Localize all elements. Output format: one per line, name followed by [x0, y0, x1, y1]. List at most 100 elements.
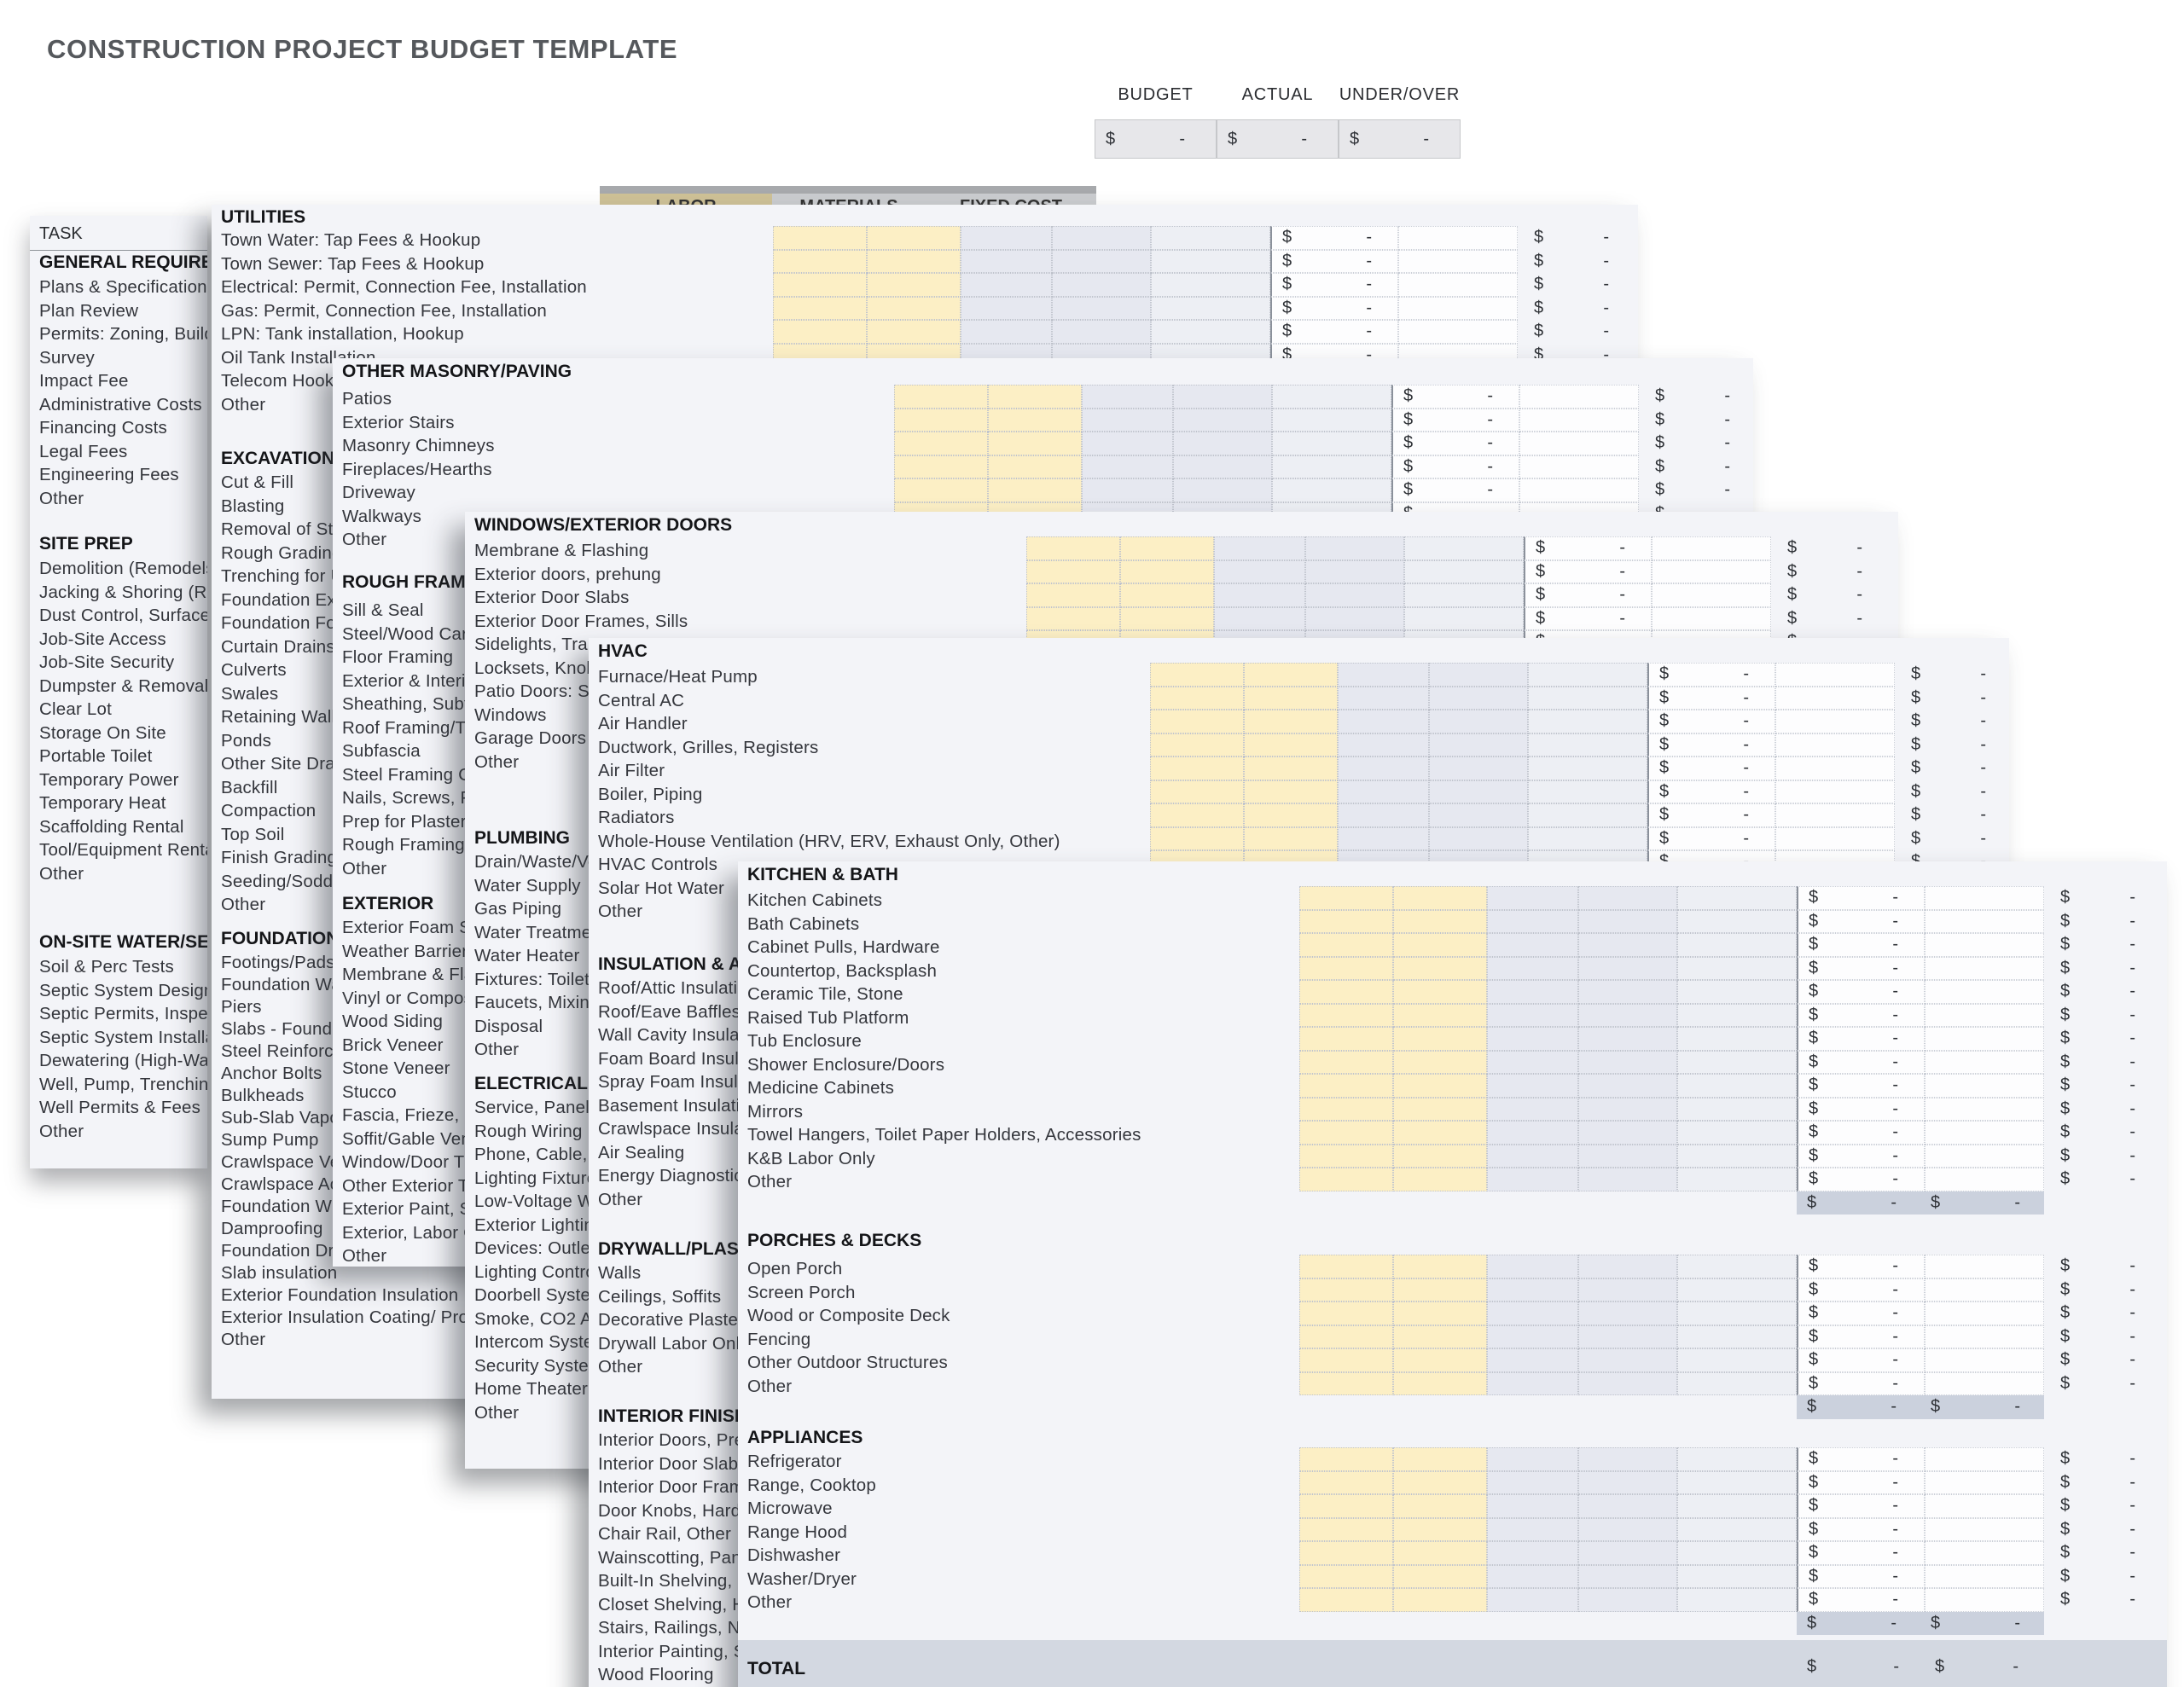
input-cell[interactable]	[1299, 1494, 1393, 1518]
under-over-amount-cell[interactable]: $-	[2048, 1098, 2144, 1122]
input-cell[interactable]	[1299, 1168, 1393, 1191]
calculated-cell[interactable]	[1578, 1255, 1677, 1278]
input-cell[interactable]	[1299, 1447, 1393, 1471]
calculated-cell[interactable]	[1578, 956, 1677, 980]
calculated-cell[interactable]	[1338, 733, 1429, 757]
actual-amount-cell[interactable]	[1925, 1541, 2044, 1565]
calculated-cell[interactable]	[1578, 1003, 1677, 1027]
budget-amount-cell[interactable]: $-	[1797, 1494, 1925, 1518]
calculated-cell[interactable]	[1082, 385, 1173, 409]
actual-amount-cell[interactable]	[1925, 909, 2044, 933]
calculated-cell[interactable]	[1677, 1278, 1797, 1301]
input-cell[interactable]	[1393, 1121, 1487, 1145]
calculated-cell[interactable]	[1487, 1301, 1578, 1325]
total-budget-amount[interactable]: $ -	[1797, 1652, 1925, 1681]
under-over-amount-cell[interactable]: $-	[1899, 710, 1995, 733]
calculated-cell[interactable]	[1677, 1494, 1797, 1518]
calculated-cell[interactable]	[1151, 273, 1270, 297]
calculated-cell[interactable]	[1487, 1121, 1578, 1145]
input-cell[interactable]	[1393, 1027, 1487, 1051]
input-cell[interactable]	[1299, 1255, 1393, 1278]
under-over-amount-cell[interactable]: $-	[2048, 1074, 2144, 1098]
actual-amount-cell[interactable]	[1398, 273, 1518, 297]
actual-amount-cell[interactable]	[1775, 826, 1895, 850]
budget-amount-cell[interactable]: $-	[1797, 1517, 1925, 1541]
calculated-cell[interactable]	[1082, 432, 1173, 455]
under-over-amount-cell[interactable]: $-	[2048, 1518, 2144, 1542]
calculated-cell[interactable]	[1214, 606, 1305, 630]
input-cell[interactable]	[1026, 583, 1120, 607]
calculated-cell[interactable]	[1272, 432, 1391, 455]
input-cell[interactable]	[894, 385, 988, 409]
budget-amount-cell[interactable]: $-	[1647, 803, 1775, 827]
calculated-cell[interactable]	[1578, 1050, 1677, 1074]
actual-amount-cell[interactable]	[1925, 1470, 2044, 1494]
under-over-amount-cell[interactable]: $-	[1775, 560, 1871, 584]
budget-amount-cell[interactable]: $-	[1797, 1348, 1925, 1372]
under-over-amount-cell[interactable]: $-	[2048, 1301, 2144, 1325]
under-over-amount-cell[interactable]: $-	[1643, 409, 1739, 432]
under-over-amount-cell[interactable]: $-	[1643, 478, 1739, 502]
actual-amount-cell[interactable]	[1775, 686, 1895, 710]
under-over-amount-cell[interactable]: $-	[1643, 455, 1739, 479]
under-over-amount-cell[interactable]: $-	[2048, 1372, 2144, 1396]
calculated-cell[interactable]	[1487, 980, 1578, 1004]
under-over-amount-cell[interactable]: $-	[2048, 910, 2144, 934]
calculated-cell[interactable]	[1305, 559, 1404, 583]
actual-amount-cell[interactable]	[1398, 249, 1518, 273]
under-over-amount-cell[interactable]: $-	[1899, 780, 1995, 804]
under-over-amount-cell[interactable]: $-	[1522, 320, 1618, 344]
calculated-cell[interactable]	[1487, 1027, 1578, 1051]
calculated-cell[interactable]	[1677, 1003, 1797, 1027]
input-cell[interactable]	[1299, 1588, 1393, 1612]
actual-amount-cell[interactable]	[1519, 385, 1639, 409]
budget-amount-cell[interactable]: $-	[1797, 1447, 1925, 1471]
calculated-cell[interactable]	[961, 296, 1052, 320]
budget-amount-cell[interactable]: $-	[1647, 710, 1775, 733]
budget-amount-cell[interactable]: $-	[1391, 385, 1519, 409]
calculated-cell[interactable]	[1578, 1168, 1677, 1191]
budget-amount-cell[interactable]: $-	[1797, 1168, 1925, 1191]
budget-amount-cell[interactable]: $-	[1797, 933, 1925, 957]
actual-amount-cell[interactable]	[1925, 886, 2044, 910]
calculated-cell[interactable]	[1578, 1325, 1677, 1348]
budget-amount-cell[interactable]: $-	[1270, 273, 1398, 297]
budget-amount-cell[interactable]: $-	[1524, 583, 1652, 607]
calculated-cell[interactable]	[1487, 1325, 1578, 1348]
budget-amount-cell[interactable]: $-	[1647, 686, 1775, 710]
actual-amount-cell[interactable]	[1925, 1121, 2044, 1145]
actual-amount-cell[interactable]	[1652, 536, 1771, 560]
actual-amount-cell[interactable]	[1519, 408, 1639, 432]
calculated-cell[interactable]	[1305, 583, 1404, 607]
input-cell[interactable]	[1150, 686, 1244, 710]
calculated-cell[interactable]	[1338, 686, 1429, 710]
input-cell[interactable]	[1299, 1325, 1393, 1348]
calculated-cell[interactable]	[1677, 1371, 1797, 1395]
input-cell[interactable]	[1393, 909, 1487, 933]
input-cell[interactable]	[1150, 803, 1244, 827]
input-cell[interactable]	[1150, 733, 1244, 757]
input-cell[interactable]	[1299, 1121, 1393, 1145]
under-over-amount-cell[interactable]: $-	[2048, 1447, 2144, 1471]
input-cell[interactable]	[1150, 826, 1244, 850]
calculated-cell[interactable]	[1173, 455, 1272, 478]
calculated-cell[interactable]	[1677, 1301, 1797, 1325]
budget-amount-cell[interactable]: $-	[1797, 1564, 1925, 1588]
budget-total-cell[interactable]: $ -	[1095, 119, 1217, 159]
budget-amount-cell[interactable]: $-	[1524, 536, 1652, 560]
calculated-cell[interactable]	[1578, 1301, 1677, 1325]
under-over-amount-cell[interactable]: $-	[2048, 1471, 2144, 1495]
input-cell[interactable]	[1120, 583, 1214, 607]
calculated-cell[interactable]	[1305, 536, 1404, 560]
input-cell[interactable]	[1026, 536, 1120, 560]
calculated-cell[interactable]	[1338, 757, 1429, 780]
under-over-amount-cell[interactable]: $-	[1899, 757, 1995, 780]
calculated-cell[interactable]	[1487, 909, 1578, 933]
actual-amount-cell[interactable]	[1925, 1168, 2044, 1191]
input-cell[interactable]	[1393, 1050, 1487, 1074]
under-over-amount-cell[interactable]: $-	[1775, 583, 1871, 607]
calculated-cell[interactable]	[1677, 956, 1797, 980]
calculated-cell[interactable]	[1528, 826, 1647, 850]
budget-amount-cell[interactable]: $-	[1797, 956, 1925, 980]
input-cell[interactable]	[1393, 1144, 1487, 1168]
